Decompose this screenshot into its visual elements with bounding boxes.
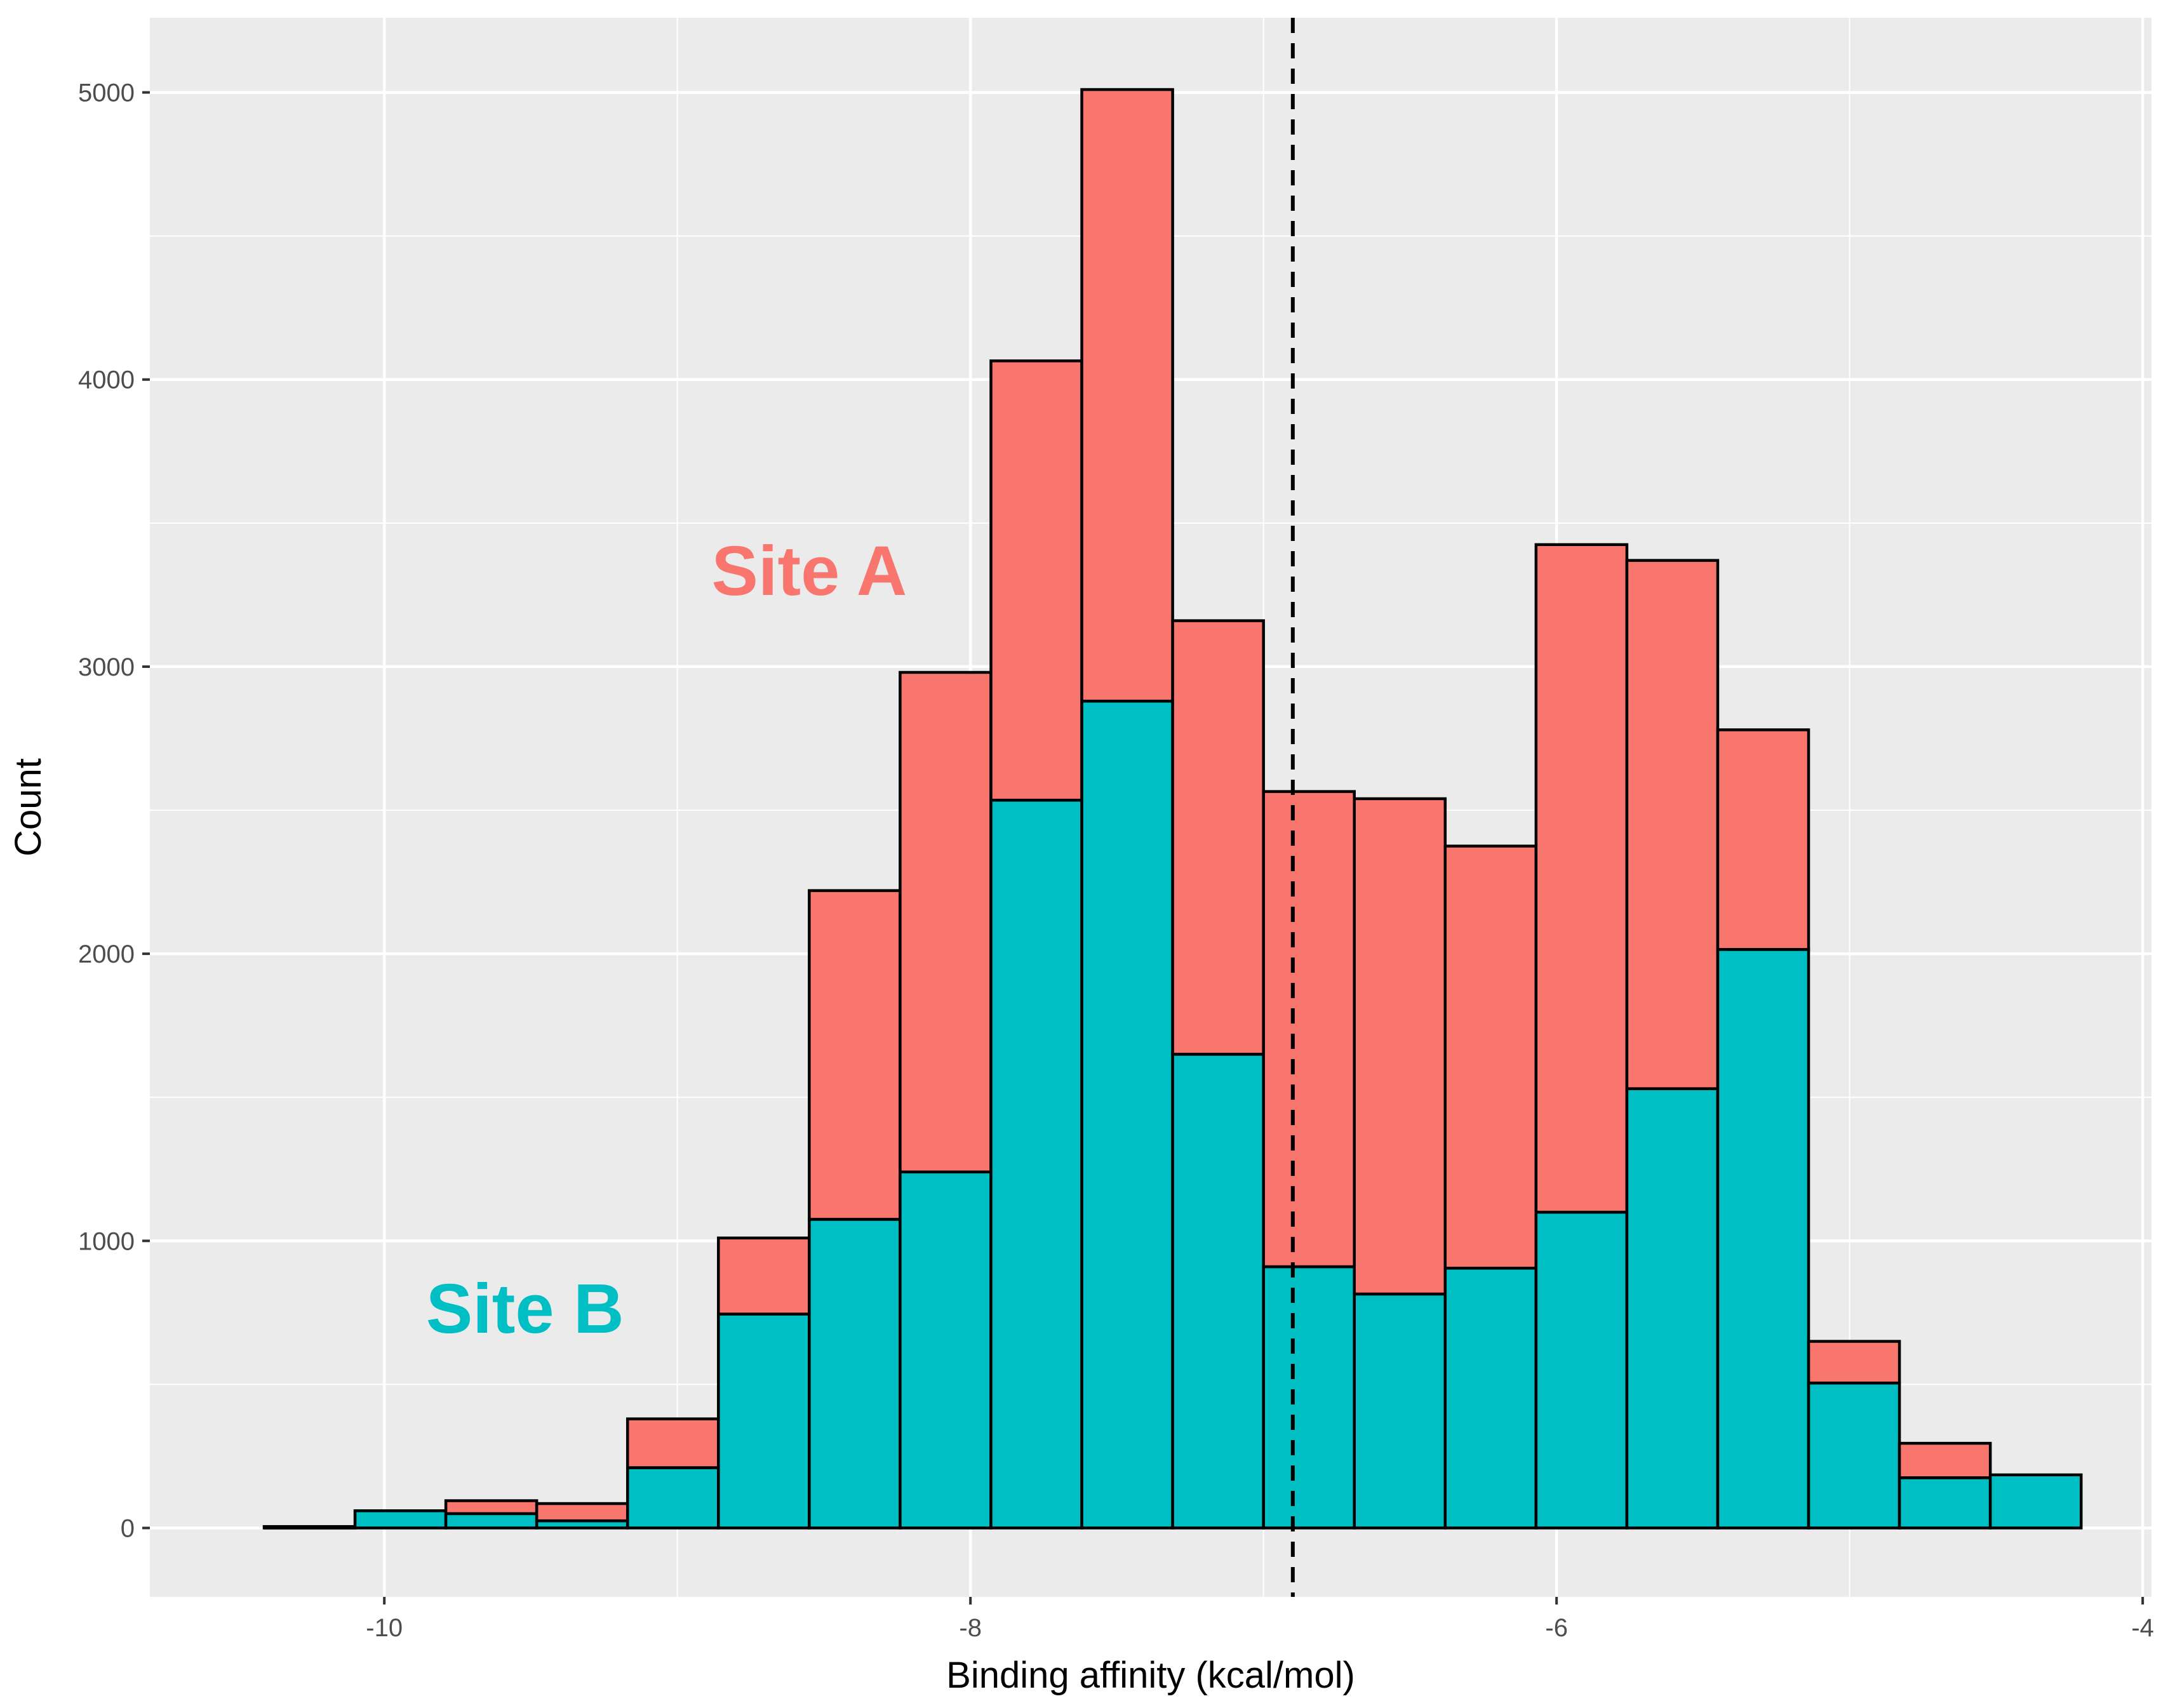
bar-site-a-bin-17 <box>1716 728 1810 951</box>
site-a-annotation: Site A <box>712 532 907 610</box>
stacked-bars <box>262 88 2083 1530</box>
x-axis-title: Binding affinity (kcal/mol) <box>946 1655 1355 1696</box>
y-tick-labels: 0 1000 2000 3000 4000 5000 <box>78 79 135 1543</box>
y-tick-label: 3000 <box>78 653 135 681</box>
bar-site-b-bin-13 <box>1353 1292 1447 1530</box>
bar-site-a-bin-19 <box>1897 1441 1992 1479</box>
bar-site-b-bin-7 <box>808 1218 902 1530</box>
bar-site-b-bin-19 <box>1897 1476 1992 1530</box>
y-tick-label: 4000 <box>78 366 135 394</box>
y-tick-label: 0 <box>121 1514 135 1542</box>
bar-site-a-bin-9 <box>989 359 1083 802</box>
bar-site-b-bin-6 <box>717 1312 811 1530</box>
x-tick-label: -8 <box>959 1614 982 1642</box>
axis-ticks <box>142 91 2144 1605</box>
bar-site-a-bin-18 <box>1807 1340 1901 1385</box>
bar-site-b-bin-9 <box>989 798 1083 1530</box>
bar-site-b-bin-10 <box>1080 699 1174 1530</box>
bar-site-a-bin-15 <box>1534 543 1629 1214</box>
y-tick-label: 5000 <box>78 79 135 107</box>
x-tick-labels: -10 -8 -6 -4 <box>366 1614 2154 1642</box>
bar-site-b-bin-15 <box>1534 1210 1629 1530</box>
bar-site-b-bin-18 <box>1807 1381 1901 1530</box>
bar-site-b-bin-11 <box>1171 1053 1265 1530</box>
bar-site-b-bin-12 <box>1262 1265 1356 1530</box>
bar-site-a-bin-7 <box>808 889 902 1221</box>
bar-site-b-bin-2 <box>353 1509 448 1530</box>
bar-site-a-bin-3 <box>444 1499 539 1516</box>
y-tick-label: 2000 <box>78 940 135 968</box>
x-tick-label: -6 <box>1545 1614 1568 1642</box>
bar-site-a-bin-8 <box>899 671 993 1174</box>
bar-site-a-bin-5 <box>626 1417 720 1469</box>
bar-site-a-bin-12 <box>1262 790 1356 1269</box>
bar-site-b-bin-14 <box>1443 1267 1538 1530</box>
bar-site-a-bin-13 <box>1353 797 1447 1296</box>
y-axis-title: Count <box>8 758 49 857</box>
bar-site-a-bin-11 <box>1171 619 1265 1056</box>
bar-site-a-bin-14 <box>1443 844 1538 1270</box>
bar-site-a-bin-10 <box>1080 88 1174 703</box>
x-tick-label: -4 <box>2131 1614 2154 1642</box>
bar-site-a-bin-16 <box>1625 559 1720 1090</box>
x-tick-label: -10 <box>366 1614 403 1642</box>
bar-site-b-bin-20 <box>1988 1473 2083 1530</box>
bar-site-a-bin-4 <box>535 1502 629 1523</box>
site-b-annotation: Site B <box>426 1270 624 1348</box>
bar-site-b-bin-8 <box>899 1170 993 1530</box>
bar-site-a-bin-6 <box>717 1236 811 1316</box>
bar-site-b-bin-16 <box>1625 1087 1720 1530</box>
bar-site-b-bin-3 <box>444 1512 539 1530</box>
y-tick-label: 1000 <box>78 1227 135 1255</box>
bar-site-b-bin-17 <box>1716 948 1810 1530</box>
bar-site-b-bin-5 <box>626 1466 720 1530</box>
